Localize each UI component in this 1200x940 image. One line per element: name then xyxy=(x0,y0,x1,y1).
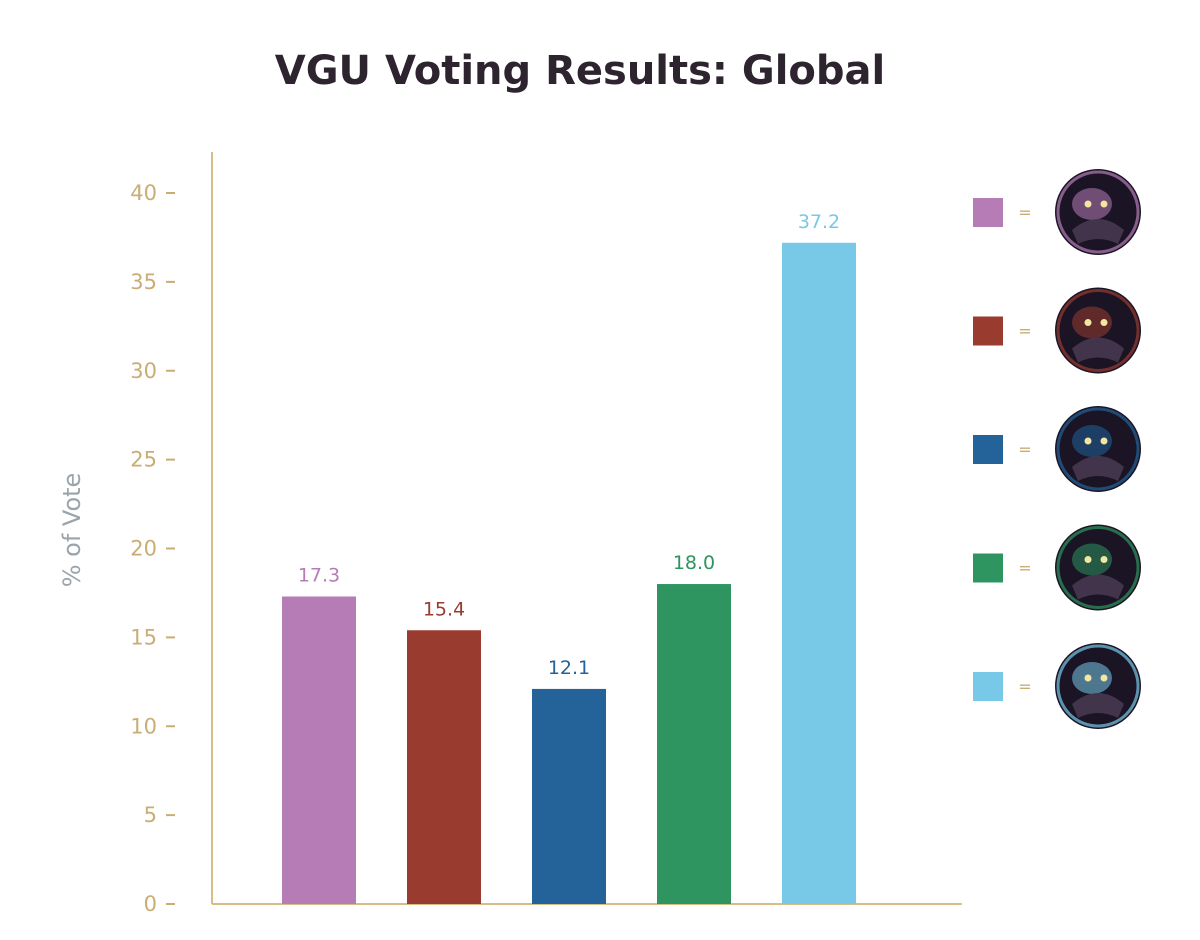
legend-swatch xyxy=(973,553,1003,583)
y-tick-label: 35 xyxy=(130,270,157,294)
bar xyxy=(782,242,856,904)
legend-item: = xyxy=(973,406,1141,492)
legend-item: = xyxy=(973,643,1141,729)
bar xyxy=(282,596,356,904)
legend-equals-sign: = xyxy=(1018,322,1031,341)
bar-value-label: 17.3 xyxy=(298,564,340,586)
y-axis-label: % of Vote xyxy=(58,473,86,588)
legend-equals-sign: = xyxy=(1018,203,1031,222)
y-tick-label: 0 xyxy=(144,892,157,916)
y-tick-label: 10 xyxy=(130,714,157,738)
legend-swatch xyxy=(973,672,1003,701)
y-tick-label: 15 xyxy=(130,625,157,649)
y-tick-label: 5 xyxy=(144,803,157,827)
champion-portrait-icon xyxy=(1055,287,1141,374)
champion-portrait-icon xyxy=(1055,169,1141,255)
bar xyxy=(532,688,606,904)
legend-item: = xyxy=(973,287,1141,374)
y-tick-label: 25 xyxy=(130,448,157,472)
bar-value-label: 12.1 xyxy=(548,657,590,679)
bar-value-label: 37.2 xyxy=(798,211,840,233)
legend-swatch xyxy=(973,316,1003,346)
legend-item: = xyxy=(973,169,1141,255)
bar xyxy=(657,584,731,904)
y-tick-label: 30 xyxy=(130,359,157,383)
bars xyxy=(282,242,856,904)
y-tick-label: 20 xyxy=(130,537,157,561)
champion-portrait-icon xyxy=(1055,406,1141,492)
legend-equals-sign: = xyxy=(1018,440,1031,459)
legend-swatch xyxy=(973,435,1003,464)
legend-equals-sign: = xyxy=(1018,677,1031,696)
chart-title: VGU Voting Results: Global xyxy=(274,48,886,94)
champion-portrait-icon xyxy=(1055,643,1141,729)
y-axis-label-group: % of Vote xyxy=(58,473,86,588)
y-axis-ticks: 0 5 10 15 20 25 30 35 40 xyxy=(130,181,175,916)
legend-item: = xyxy=(973,524,1141,611)
bar xyxy=(407,630,481,904)
champion-portrait-icon xyxy=(1055,524,1141,611)
y-tick-label: 40 xyxy=(130,181,157,205)
legend-equals-sign: = xyxy=(1018,559,1031,578)
value-labels: 17.3 15.4 12.1 18.0 37.2 xyxy=(298,211,840,679)
bar-value-label: 18.0 xyxy=(673,552,715,574)
bar-value-label: 15.4 xyxy=(423,598,465,620)
legend-swatch xyxy=(973,198,1003,227)
legend: = = = = = xyxy=(973,169,1141,729)
